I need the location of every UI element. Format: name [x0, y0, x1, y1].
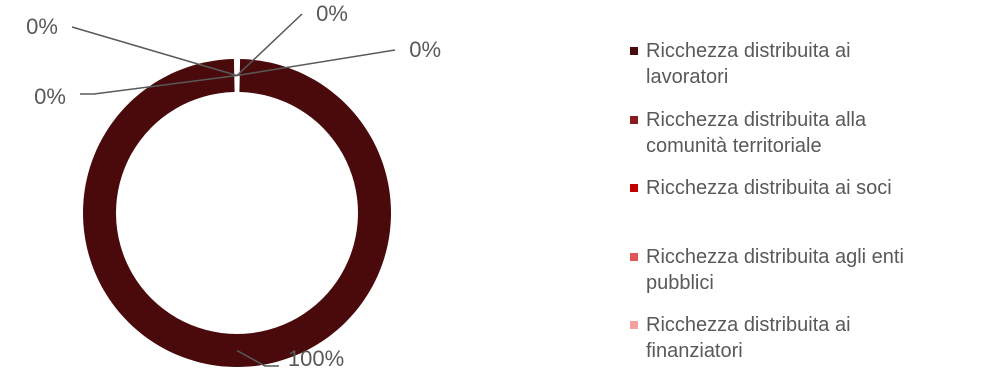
data-label: 0%: [34, 84, 66, 109]
leader-line: [71, 26, 238, 77]
legend-label: Ricchezza distribuita ai lavoratori: [646, 40, 851, 88]
legend-item-soci: Ricchezza distribuita ai soci: [630, 175, 936, 201]
doughnut-chart-svg: 100% 0% 0% 0% 0%: [26, 1, 441, 371]
legend-swatch: [630, 321, 638, 329]
legend-item-enti-pubblici: Ricchezza distribuita agli enti pubblici: [630, 244, 936, 296]
data-label: 0%: [26, 14, 58, 39]
legend-swatch: [630, 116, 638, 124]
data-label: 100%: [288, 346, 344, 371]
leader-line: [236, 349, 279, 367]
leader-line: [80, 74, 238, 95]
leader-line: [236, 13, 303, 77]
data-label: 0%: [316, 1, 348, 26]
legend-item-lavoratori: Ricchezza distribuita ai lavoratori: [630, 38, 936, 90]
leader-line: [236, 49, 396, 77]
legend-label: Ricchezza distribuita ai finanziatori: [646, 314, 851, 362]
legend-swatch: [630, 184, 638, 192]
doughnut-slice: [83, 59, 391, 368]
legend-item-comunita: Ricchezza distribuita alla comunità terr…: [630, 107, 936, 159]
legend-label: Ricchezza distribuita ai soci: [646, 177, 892, 199]
legend-label: Ricchezza distribuita alla comunità terr…: [646, 109, 867, 157]
legend-swatch: [630, 47, 638, 55]
legend-swatch: [630, 253, 638, 261]
doughnut-chart: 100% 0% 0% 0% 0%: [26, 1, 441, 371]
data-label: 0%: [409, 37, 441, 62]
legend-item-finanziatori: Ricchezza distribuita ai finanziatori: [630, 312, 936, 364]
legend-label: Ricchezza distribuita agli enti pubblici: [646, 246, 904, 294]
